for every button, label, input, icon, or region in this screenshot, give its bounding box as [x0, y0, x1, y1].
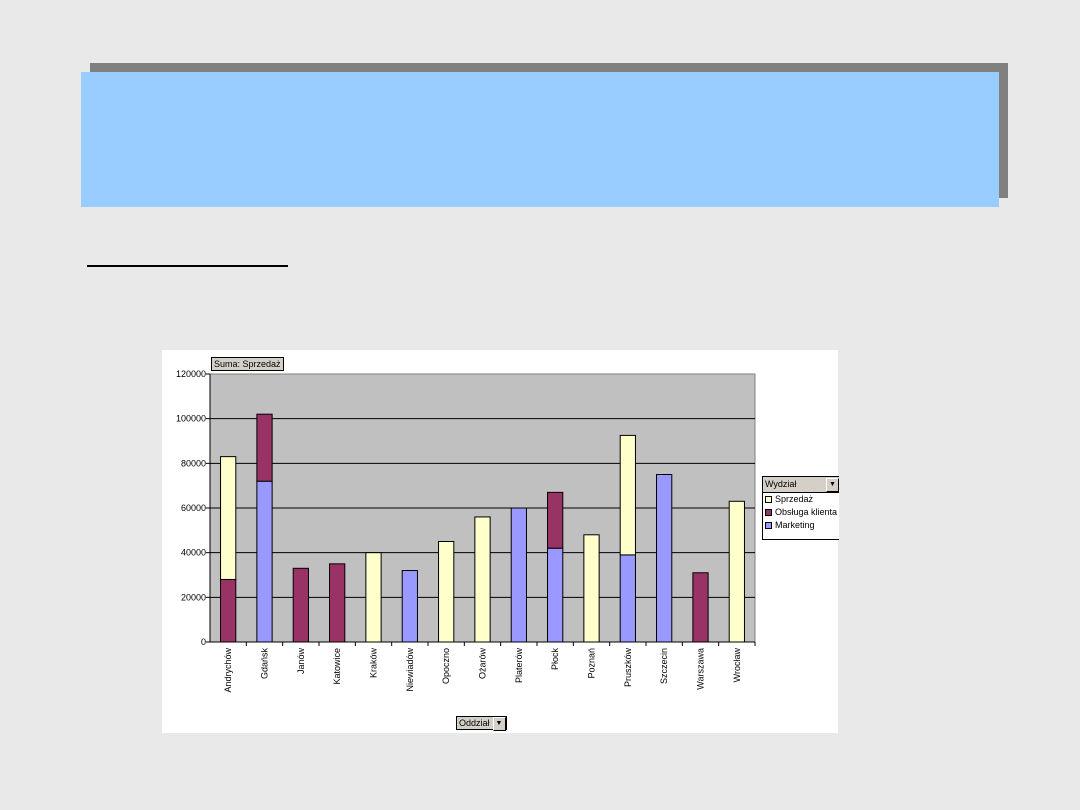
x-tick-label: Katowice — [332, 648, 342, 685]
bar-segment-sprzedaż — [728, 500, 745, 643]
y-tick-label: 80000 — [181, 458, 206, 468]
y-tick-label: 20000 — [181, 592, 206, 602]
bar-segment-sprzedaż — [619, 434, 636, 556]
x-tick-label: Pruszków — [623, 648, 633, 688]
legend-swatch — [765, 496, 772, 504]
category-field-label: Oddział — [459, 718, 490, 728]
x-tick-label: Ożarów — [478, 648, 488, 680]
bar-segment-marketing — [656, 474, 673, 643]
y-tick-label: 120000 — [176, 369, 206, 379]
x-tick-label: Płock — [550, 648, 560, 671]
x-tick-label: Poznań — [587, 648, 597, 679]
dropdown-arrow-icon[interactable]: ▼ — [492, 717, 506, 731]
bar-segment-marketing — [547, 547, 564, 643]
x-tick-label: Niewiadów — [405, 648, 415, 692]
y-tick-label: 60000 — [181, 503, 206, 513]
x-tick-label: Wrocław — [732, 648, 742, 683]
legend-title: Wydział — [765, 479, 797, 489]
category-field-button[interactable]: Oddział ▼ — [456, 716, 507, 731]
title-banner — [81, 72, 999, 207]
bar-segment-obsługa-klienta — [329, 563, 346, 643]
x-tick-label: Gdańsk — [260, 648, 270, 680]
x-tick-label: Szczecin — [659, 648, 669, 684]
bar-segment-sprzedaż — [583, 534, 600, 643]
y-tick-label: 100000 — [176, 414, 206, 424]
data-field-button[interactable]: Suma: Sprzedaż — [211, 357, 284, 371]
x-tick-label: Andrychów — [223, 648, 233, 693]
x-tick-label: Platerów — [514, 647, 524, 683]
bar-segment-sprzedaż — [474, 516, 491, 643]
bar-segment-marketing — [256, 480, 273, 643]
underline-divider — [87, 265, 288, 267]
bar-segment-sprzedaż — [365, 552, 382, 643]
legend-item-marketing: Marketing — [763, 519, 839, 532]
legend-field-button[interactable]: Wydział ▼ — [763, 477, 839, 493]
bar-segment-obsługa-klienta — [256, 413, 273, 482]
x-tick-label: Janów — [296, 647, 306, 674]
bar-segment-obsługa-klienta — [292, 567, 309, 643]
legend: Wydział ▼ Sprzedaż Obsługa klienta Marke… — [762, 476, 839, 540]
x-tick-label: Warszawa — [696, 648, 706, 690]
bar-segment-marketing — [401, 570, 418, 643]
bar-segment-sprzedaż — [220, 456, 237, 580]
y-tick-label: 0 — [201, 637, 206, 647]
bar-segment-obsługa-klienta — [220, 578, 237, 643]
bar-segment-sprzedaż — [438, 541, 455, 643]
legend-swatch — [765, 509, 772, 517]
x-tick-label: Opoczno — [441, 648, 451, 684]
x-tick-label: Kraków — [369, 648, 379, 679]
legend-item-obsluga: Obsługa klienta — [763, 506, 839, 519]
y-tick-label: 40000 — [181, 548, 206, 558]
bar-segment-obsługa-klienta — [692, 572, 709, 643]
bar-segment-marketing — [619, 554, 636, 643]
bar-segment-marketing — [510, 507, 527, 643]
legend-item-sprzedaz: Sprzedaż — [763, 493, 839, 506]
legend-swatch — [765, 522, 772, 530]
bar-segment-obsługa-klienta — [547, 491, 564, 549]
dropdown-arrow-icon[interactable]: ▼ — [826, 478, 839, 492]
